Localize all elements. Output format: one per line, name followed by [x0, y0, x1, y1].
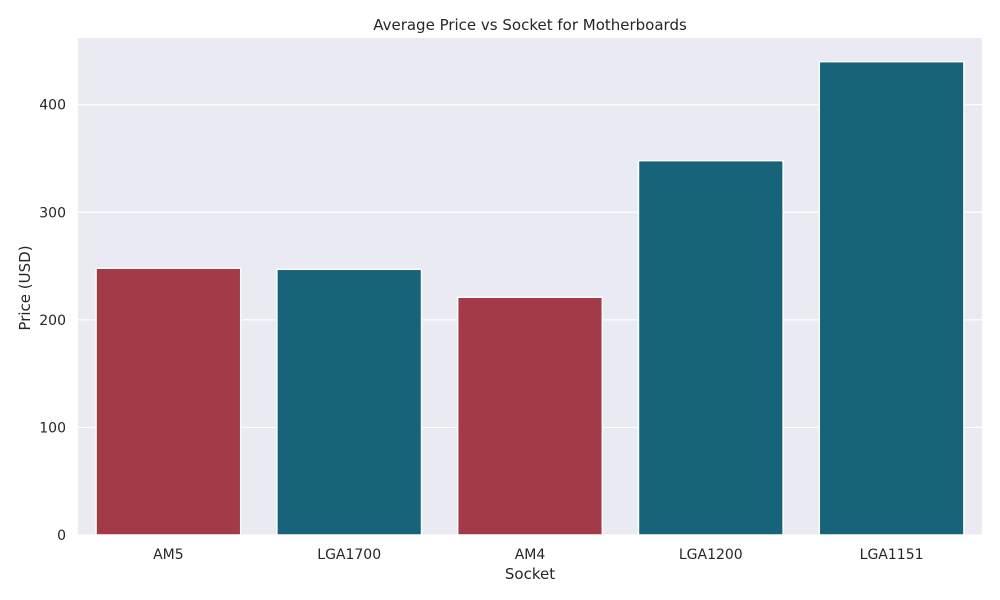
x-tick-label: LGA1200	[679, 547, 743, 563]
bars	[95, 60, 965, 536]
x-axis-ticks: AM5 LGA1700 AM4 LGA1200 LGA1151	[153, 547, 923, 563]
y-tick-label: 200	[39, 313, 66, 329]
y-tick-label: 0	[57, 528, 66, 544]
x-axis-label: Socket	[505, 565, 555, 583]
bar-lga1151	[818, 60, 965, 536]
x-tick-label: LGA1700	[317, 547, 381, 563]
y-axis-ticks: 0 100 200 300 400	[39, 98, 66, 544]
bar-lga1700	[276, 268, 423, 536]
bar-am4	[456, 296, 604, 536]
chart-title: Average Price vs Socket for Motherboards	[373, 16, 687, 34]
y-tick-label: 300	[39, 205, 66, 221]
x-tick-label: LGA1151	[860, 547, 924, 563]
bar-am5	[95, 267, 242, 536]
y-tick-label: 100	[39, 420, 66, 436]
x-tick-label: AM4	[515, 547, 546, 563]
x-tick-label: AM5	[153, 547, 184, 563]
y-axis-label: Price (USD)	[16, 245, 34, 330]
bar-lga1200	[637, 159, 784, 536]
y-tick-label: 400	[39, 98, 66, 114]
